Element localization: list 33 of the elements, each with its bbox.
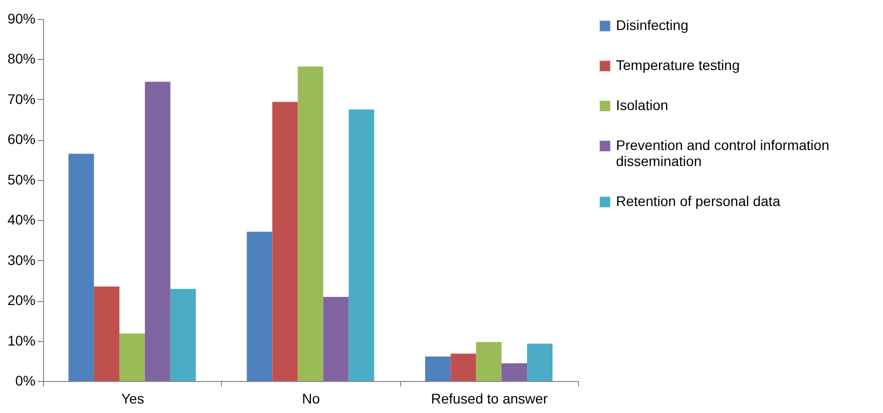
x-tick-label: No — [302, 390, 320, 406]
bar — [527, 344, 553, 381]
y-tick-label: 80% — [7, 50, 36, 67]
x-tick-label: Yes — [121, 390, 144, 406]
legend-label: Disinfecting — [616, 17, 688, 33]
bar — [272, 102, 298, 381]
legend-label: Retention of personal data — [616, 193, 780, 209]
bar — [425, 356, 451, 381]
y-tick-label: 10% — [7, 332, 36, 348]
bar — [170, 288, 196, 381]
y-tick-label: 90% — [7, 10, 36, 26]
y-tick-label: 40% — [7, 212, 36, 228]
legend-label: Temperature testing — [616, 57, 740, 73]
bar — [323, 296, 349, 381]
bar — [94, 286, 120, 381]
y-tick-label: 60% — [7, 131, 36, 148]
bar — [119, 334, 145, 381]
y-tick-label: 50% — [7, 171, 36, 188]
x-tick-label: Refused to answer — [430, 390, 548, 406]
bar — [144, 82, 170, 381]
y-tick-label: 20% — [7, 292, 36, 308]
y-tick-label: 30% — [7, 252, 36, 268]
bar — [502, 363, 528, 381]
bar — [476, 342, 502, 381]
bar — [348, 110, 374, 381]
bar — [450, 354, 476, 381]
legend-label: Prevention and control information dissemination — [616, 137, 830, 169]
legend-label: Isolation — [616, 97, 668, 113]
bar — [68, 154, 94, 381]
y-tick-label: 0% — [15, 372, 36, 388]
y-tick-label: 70% — [7, 90, 36, 107]
bar — [246, 232, 272, 381]
bar — [298, 66, 324, 381]
